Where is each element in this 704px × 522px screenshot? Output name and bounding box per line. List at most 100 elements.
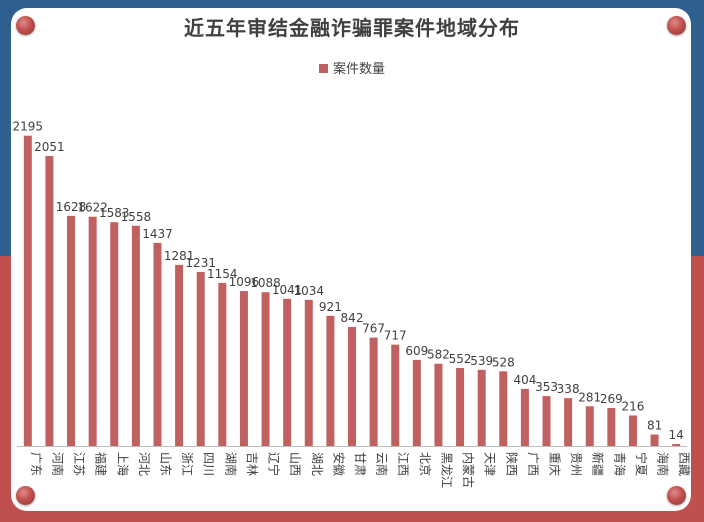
value-label-13: 1034 — [293, 284, 324, 298]
bar-13 — [304, 299, 313, 446]
bar-1 — [45, 156, 54, 446]
x-tick-label-24: 重庆 — [548, 452, 562, 476]
bar-9 — [218, 282, 227, 446]
x-tick-label-26: 新疆 — [591, 452, 606, 476]
x-tick-label-19: 黑龙江 — [439, 452, 453, 488]
x-tick-label-3: 福建 — [94, 452, 109, 476]
bar-12 — [283, 298, 292, 446]
value-label-3: 1622 — [77, 201, 108, 215]
bar-21 — [477, 369, 486, 446]
bar-24 — [542, 396, 551, 446]
bar-19 — [434, 363, 443, 446]
x-tick-label-28: 宁夏 — [634, 452, 649, 476]
x-tick-label-11: 辽宁 — [267, 452, 282, 476]
value-label-23: 404 — [513, 373, 536, 387]
value-label-29: 81 — [647, 419, 662, 433]
value-label-26: 281 — [578, 390, 601, 404]
pin-top-left — [16, 16, 35, 35]
bar-28 — [628, 415, 637, 446]
x-tick-label-18: 北京 — [418, 452, 432, 476]
value-label-28: 216 — [622, 399, 645, 413]
bar-6 — [153, 242, 162, 446]
value-label-16: 767 — [362, 322, 385, 336]
bar-10 — [239, 291, 248, 446]
x-tick-label-22: 陕西 — [504, 452, 519, 476]
bar-27 — [607, 407, 616, 446]
x-tick-label-5: 河北 — [137, 452, 151, 476]
bar-3 — [88, 216, 97, 446]
x-tick-label-0: 广东 — [29, 452, 43, 476]
bar-11 — [261, 292, 270, 446]
value-label-30: 14 — [669, 428, 684, 442]
bar-8 — [196, 271, 205, 446]
value-label-4: 1583 — [99, 206, 130, 220]
bar-30 — [672, 444, 681, 446]
x-tick-label-29: 海南 — [656, 452, 671, 476]
x-tick-label-27: 青海 — [612, 452, 627, 476]
x-tick-label-10: 吉林 — [245, 452, 259, 476]
value-label-27: 269 — [600, 392, 623, 406]
bar-0 — [23, 135, 32, 446]
bar-5 — [131, 225, 140, 446]
x-tick-label-20: 内蒙古 — [461, 452, 476, 488]
value-label-2: 1628 — [56, 200, 87, 214]
bar-2 — [67, 215, 76, 446]
x-tick-label-8: 四川 — [202, 452, 216, 476]
legend-swatch — [318, 64, 328, 73]
value-label-10: 1096 — [229, 275, 260, 289]
value-label-9: 1154 — [207, 267, 238, 281]
value-label-21: 539 — [470, 354, 493, 368]
x-tick-label-23: 广西 — [526, 452, 540, 476]
bar-15 — [348, 326, 356, 446]
pin-top-right — [667, 16, 686, 35]
pin-bottom-right — [667, 486, 686, 505]
value-label-6: 1437 — [142, 227, 173, 241]
value-label-17: 717 — [384, 329, 407, 343]
value-label-20: 552 — [449, 352, 472, 366]
x-tick-label-25: 贵州 — [569, 452, 583, 476]
value-label-1: 2051 — [34, 140, 65, 154]
value-label-24: 353 — [535, 380, 558, 394]
x-tick-label-2: 江苏 — [72, 452, 86, 476]
value-label-15: 842 — [341, 311, 364, 325]
pin-bottom-left — [16, 486, 35, 505]
x-tick-label-14: 安徽 — [331, 452, 346, 476]
value-label-18: 609 — [405, 344, 428, 358]
x-tick-label-30: 西藏 — [677, 452, 691, 476]
bar-16 — [369, 337, 378, 446]
x-tick-label-1: 河南 — [50, 452, 65, 476]
value-label-5: 1558 — [121, 210, 152, 224]
value-label-25: 338 — [557, 382, 580, 396]
bar-29 — [650, 434, 659, 446]
bar-4 — [110, 222, 119, 446]
x-tick-label-4: 上海 — [115, 452, 130, 476]
value-label-12: 1041 — [272, 283, 303, 297]
x-tick-label-16: 云南 — [375, 452, 390, 476]
value-label-19: 582 — [427, 348, 450, 362]
bar-17 — [391, 344, 400, 446]
bars-group — [23, 135, 681, 446]
x-tick-label-17: 江西 — [396, 452, 410, 476]
legend: 案件数量 — [0, 58, 704, 77]
x-tick-label-6: 山东 — [158, 452, 172, 476]
bar-20 — [456, 367, 465, 446]
bar-22 — [499, 371, 508, 446]
x-tick-label-15: 甘肃 — [353, 452, 367, 476]
x-tick-label-21: 天津 — [483, 452, 497, 476]
value-label-8: 1231 — [185, 256, 216, 270]
value-label-11: 1088 — [250, 276, 281, 290]
bar-25 — [564, 398, 573, 446]
bar-7 — [175, 264, 184, 446]
bar-26 — [585, 406, 594, 446]
bar-23 — [520, 388, 529, 446]
bar-14 — [326, 315, 335, 446]
x-tick-label-12: 山西 — [288, 452, 302, 476]
chart-title: 近五年审结金融诈骗罪案件地域分布 — [184, 16, 520, 40]
x-tick-labels-group: 广东 河南 江苏 福建 上海 河北 山东 浙江 四川 湖南 吉林 辽宁 山西 湖北 安徽 甘肃 云南 江西 北京 黑龙… — [29, 452, 691, 488]
x-tick-label-7: 浙江 — [180, 452, 194, 476]
bar-18 — [412, 359, 421, 446]
value-label-22: 528 — [492, 355, 515, 369]
value-label-14: 921 — [319, 300, 342, 314]
